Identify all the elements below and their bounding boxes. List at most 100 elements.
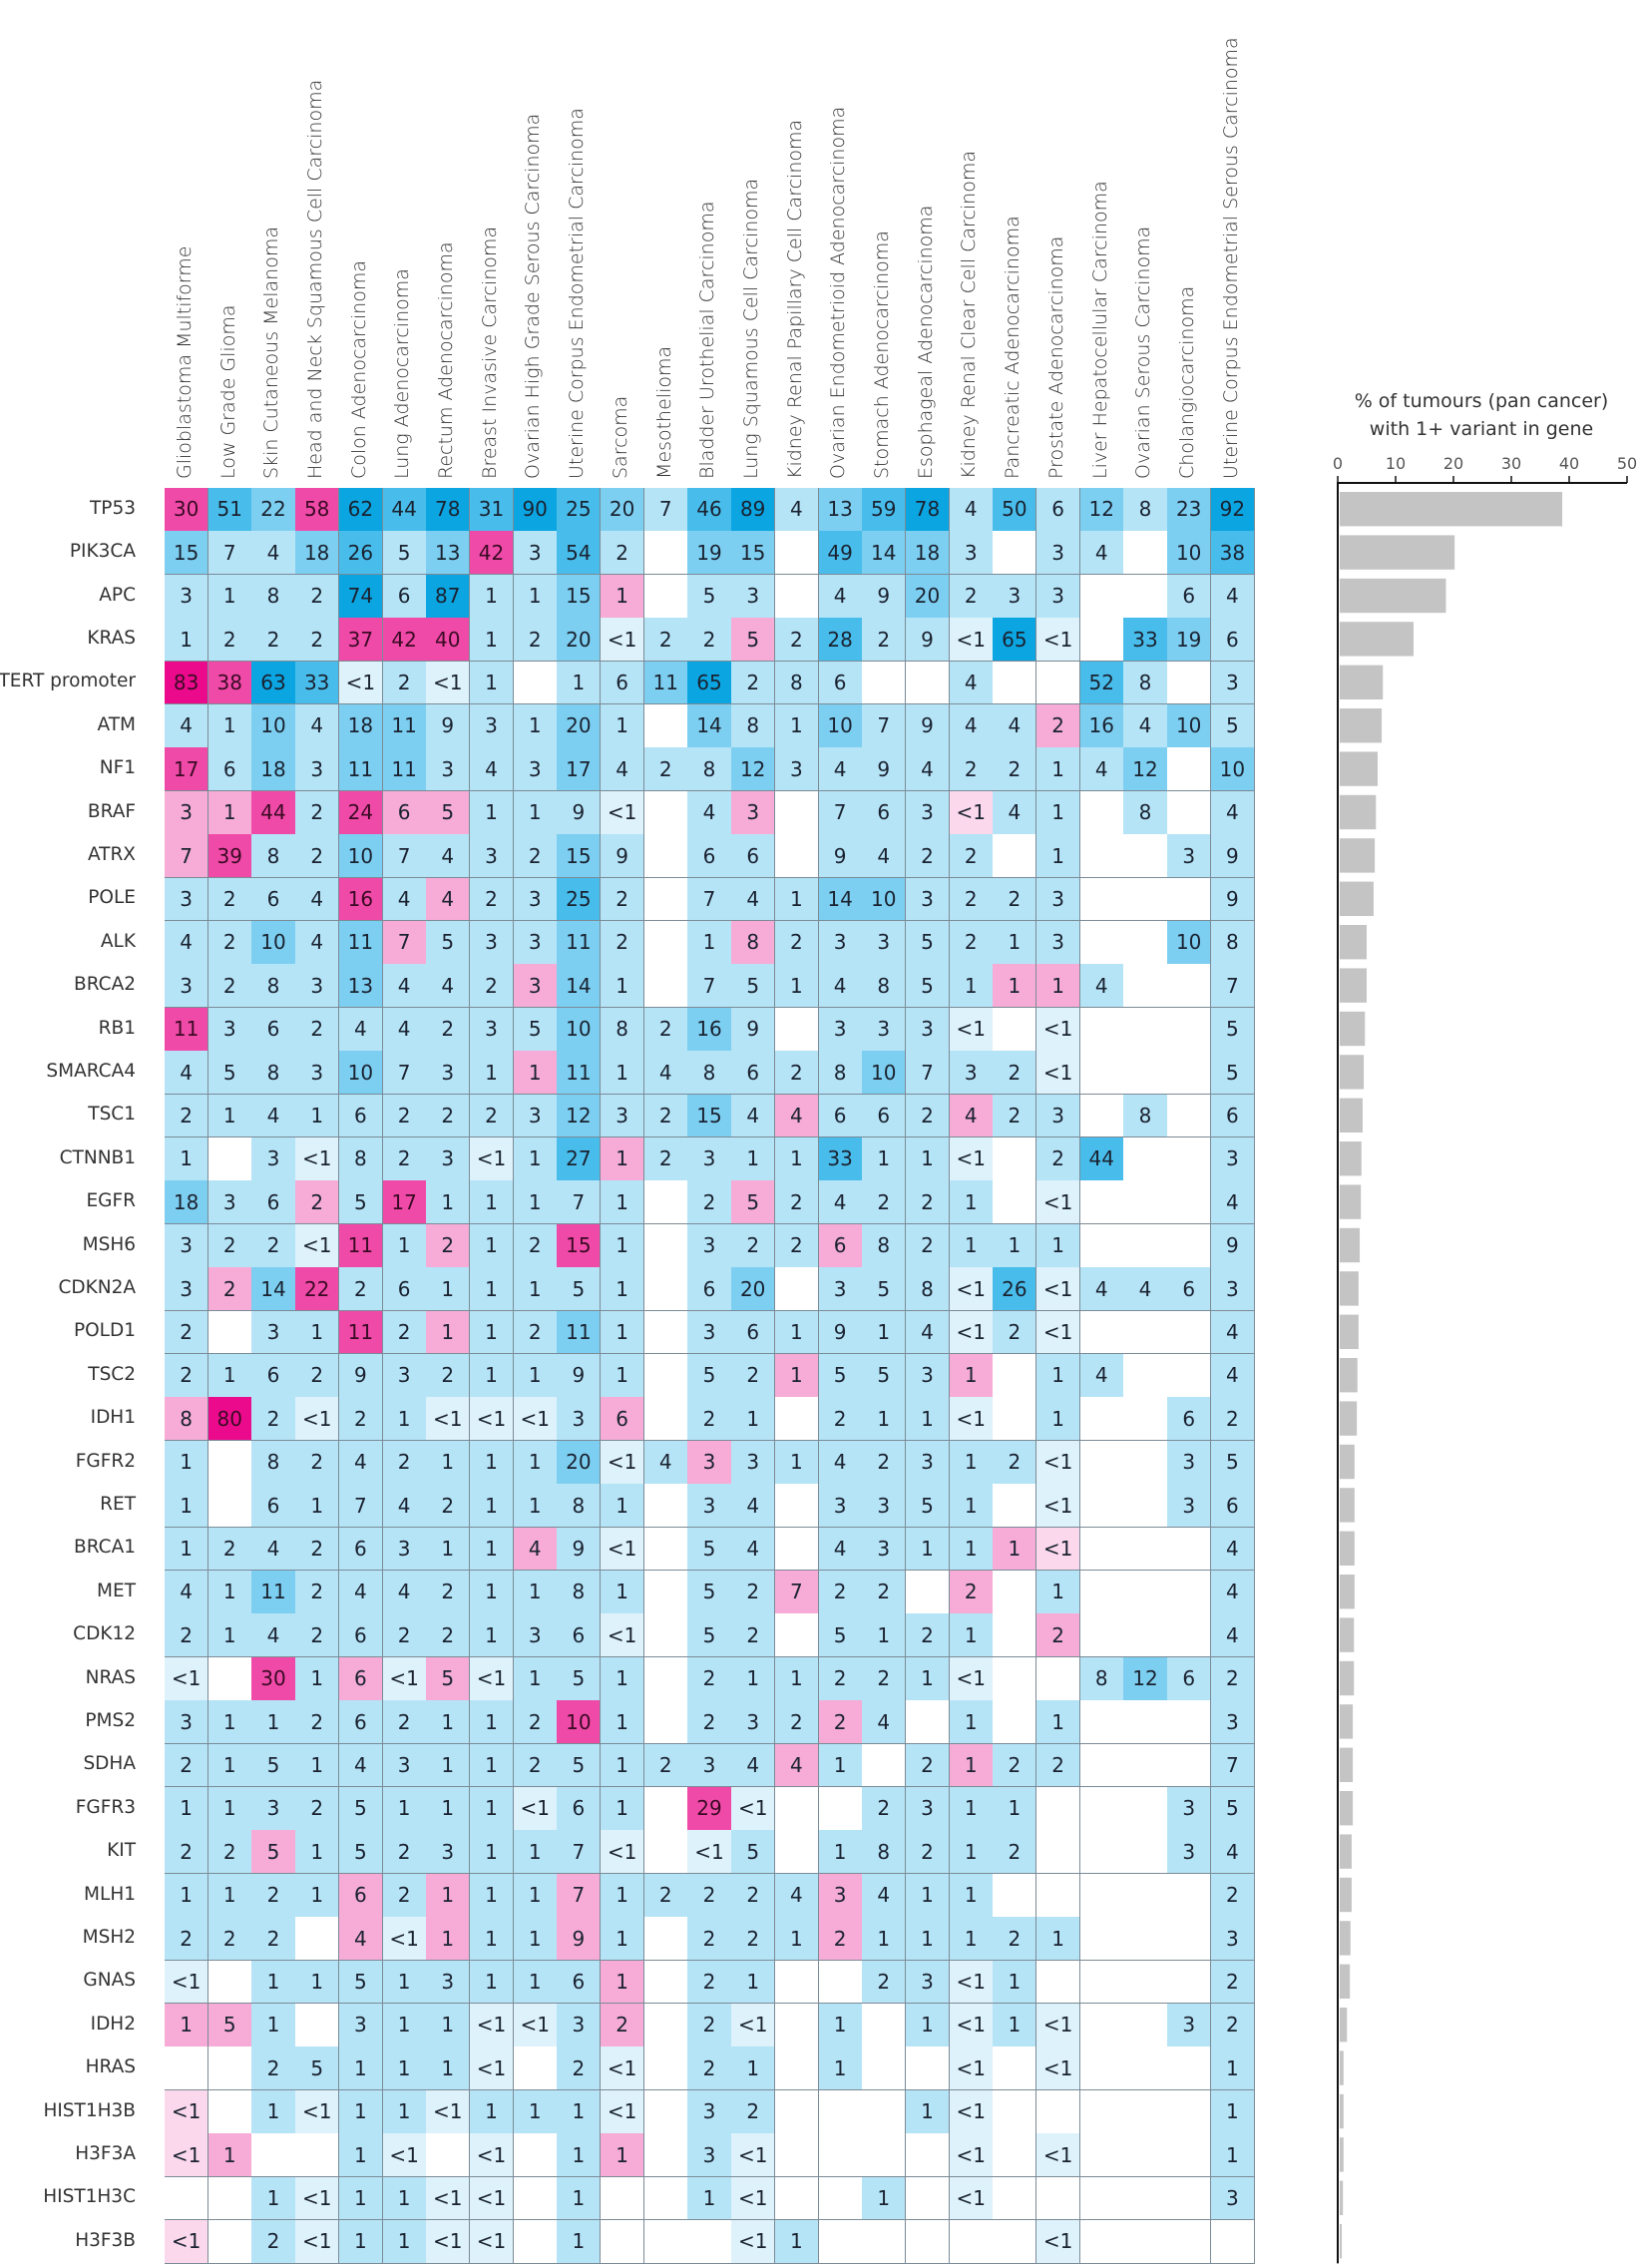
heatmap-cell: 6: [338, 1094, 383, 1138]
bar: [1340, 751, 1379, 786]
heatmap-cell: 18: [165, 1180, 209, 1225]
heatmap-cell: 4: [426, 834, 471, 879]
bar: [1340, 794, 1377, 830]
heatmap-cell: 20: [905, 574, 951, 619]
heatmap-cell: 2: [774, 618, 819, 663]
heatmap-cell: 1: [1036, 1397, 1081, 1442]
heatmap-cell: 6: [251, 877, 296, 922]
heatmap-cell: 4: [251, 1094, 296, 1138]
heatmap-cell: 1: [862, 1397, 907, 1442]
heatmap-cell: 8: [818, 1051, 863, 1096]
heatmap-cell: 12: [1123, 747, 1168, 792]
heatmap-cell: 2: [949, 1571, 994, 1614]
heatmap-cell: 4: [643, 1440, 688, 1485]
heatmap-cell: 28: [818, 618, 863, 663]
heatmap-cell: 46: [687, 488, 732, 532]
heatmap-cell: 4: [1123, 1267, 1168, 1312]
heatmap-cell: 90: [513, 488, 558, 532]
heatmap-cell: 65: [993, 618, 1037, 663]
heatmap-cell: [993, 1484, 1037, 1529]
heatmap-cell: 3: [251, 1310, 296, 1355]
heatmap-cell: 1: [993, 1527, 1037, 1572]
heatmap-cell: 12: [557, 1094, 602, 1138]
heatmap-cell: 4: [731, 1484, 776, 1529]
heatmap-cell: 10: [251, 921, 296, 965]
heatmap-cell: 2: [513, 834, 558, 879]
heatmap-cell: 4: [731, 877, 776, 922]
heatmap-cell: 1: [382, 1397, 427, 1442]
heatmap-cell: 14: [818, 877, 863, 922]
heatmap-cell: 65: [687, 661, 732, 705]
row-label: RET: [100, 1493, 136, 1515]
heatmap-cell: 4: [1079, 964, 1124, 1009]
heatmap-cell: [1036, 661, 1081, 705]
heatmap-cell: 20: [557, 618, 602, 663]
heatmap-cell: [1123, 1397, 1168, 1442]
heatmap-cell: [993, 1007, 1037, 1052]
heatmap-cell: 2: [513, 1310, 558, 1355]
x-tick-label: 10: [1386, 454, 1406, 473]
heatmap-cell: 2: [382, 1440, 427, 1485]
heatmap-cell: 1: [382, 1223, 427, 1268]
row-label: POLD1: [73, 1320, 136, 1342]
heatmap-cell: 18: [905, 531, 951, 576]
heatmap-cell: 4: [382, 1007, 427, 1052]
row-label: TSC2: [88, 1363, 136, 1385]
heatmap-cell: 6: [338, 1613, 383, 1658]
heatmap-cell: 4: [1210, 1571, 1255, 1614]
heatmap-cell: [1079, 618, 1124, 663]
heatmap-cell: [1079, 877, 1124, 922]
heatmap-cell: 2: [251, 1397, 296, 1442]
heatmap-cell: 3: [862, 1527, 907, 1572]
heatmap-cell: 58: [295, 488, 340, 532]
bar: [1340, 578, 1446, 614]
bar: [1340, 1747, 1354, 1782]
heatmap-cell: 9: [905, 704, 951, 748]
heatmap-cell: 4: [1210, 1180, 1255, 1225]
heatmap-cell: 3: [905, 1440, 951, 1485]
heatmap-cell: 7: [382, 834, 427, 879]
heatmap-cell: 3: [818, 1267, 863, 1312]
heatmap-cell: 3: [426, 747, 471, 792]
heatmap-cell: 9: [601, 834, 645, 879]
heatmap-cell: 27: [557, 1137, 602, 1181]
heatmap-cell: 9: [338, 1354, 383, 1398]
heatmap-cell: 6: [1210, 1094, 1255, 1138]
row-label: FGFR2: [75, 1450, 136, 1472]
row-label: ALK: [100, 930, 136, 952]
heatmap-cell: 11: [251, 1571, 296, 1614]
heatmap-cell: 4: [382, 877, 427, 922]
row-label: POLE: [88, 887, 136, 909]
heatmap-cell: 3: [687, 1440, 732, 1485]
heatmap-cell: 7: [338, 1484, 383, 1529]
heatmap-cell: <1: [1036, 1007, 1081, 1052]
heatmap-cell: 2: [905, 1180, 951, 1225]
heatmap-cell: 4: [338, 1440, 383, 1485]
heatmap-cell: 2: [469, 1094, 515, 1138]
heatmap-cell: 3: [469, 834, 515, 879]
heatmap-cell: 10: [1167, 704, 1212, 748]
heatmap-cell: 1: [949, 1613, 994, 1658]
heatmap-cell: 4: [513, 1527, 558, 1572]
heatmap-cell: 3: [1036, 574, 1081, 619]
heatmap-cell: 4: [426, 877, 471, 922]
heatmap-cell: [207, 1484, 252, 1529]
heatmap-cell: 6: [731, 1051, 776, 1096]
heatmap-cell: 2: [862, 1180, 907, 1225]
heatmap-cell: 11: [557, 1310, 602, 1355]
heatmap-cell: 4: [338, 1571, 383, 1614]
heatmap-cell: [1079, 574, 1124, 619]
heatmap-cell: [774, 1527, 819, 1572]
bar: [1340, 838, 1376, 873]
heatmap-cell: 1: [949, 1527, 994, 1572]
heatmap-cell: 5: [818, 1354, 863, 1398]
heatmap-cell: 4: [1079, 747, 1124, 792]
heatmap-cell: <1: [601, 1613, 645, 1658]
row-label: NRAS: [85, 1666, 136, 1688]
x-tick-label: 20: [1443, 454, 1463, 473]
heatmap-cell: [643, 1310, 688, 1355]
heatmap-cell: 18: [295, 531, 340, 576]
heatmap-cell: [1167, 661, 1212, 705]
bar: [1340, 535, 1455, 570]
heatmap-cell: 7: [1210, 964, 1255, 1009]
